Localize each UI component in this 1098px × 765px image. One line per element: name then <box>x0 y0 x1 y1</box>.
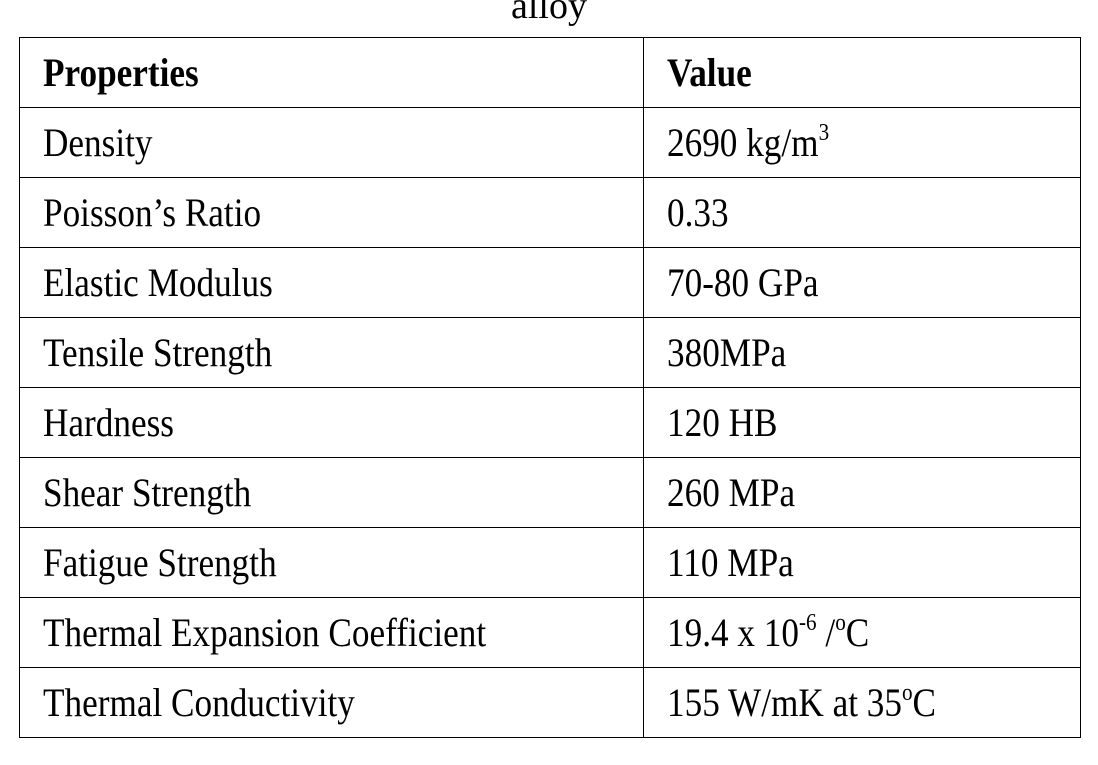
table-row: Poisson’s Ratio 0.33 <box>19 177 1081 248</box>
header-text: Value <box>667 49 752 95</box>
header-cell: Value <box>643 37 1081 108</box>
value-segment: C <box>912 679 937 725</box>
property-cell: Fatigue Strength <box>19 527 644 598</box>
value-segment: 110 MPa <box>667 539 794 585</box>
value-text: 380MPa <box>667 329 787 375</box>
value-cell: 260 MPa <box>643 457 1081 528</box>
header-cell: Properties <box>19 37 644 108</box>
table-row: Shear Strength 260 MPa <box>19 457 1081 528</box>
table-row: Thermal Conductivity 155 W/mK at 35oC <box>19 667 1081 738</box>
value-text: 120 HB <box>667 399 778 445</box>
property-cell: Thermal Conductivity <box>19 667 644 738</box>
property-text: Shear Strength <box>43 469 252 515</box>
value-text: 0.33 <box>667 189 729 235</box>
value-cell: 70-80 GPa <box>643 247 1081 318</box>
value-text: 2690 kg/m3 <box>667 119 830 165</box>
property-cell: Tensile Strength <box>19 317 644 388</box>
table-row: Hardness 120 HB <box>19 387 1081 458</box>
superscript: -6 <box>799 609 817 636</box>
table-caption: alloy <box>511 0 587 27</box>
value-cell: 380MPa <box>643 317 1081 388</box>
value-text: 19.4 x 10-6 /oC <box>667 609 870 655</box>
value-segment: 19.4 x 10 <box>667 609 799 655</box>
table-row: Elastic Modulus 70-80 GPa <box>19 247 1081 318</box>
superscript: 3 <box>818 119 830 146</box>
property-text: Poisson’s Ratio <box>43 189 262 235</box>
value-text: 70-80 GPa <box>667 259 819 305</box>
property-text: Fatigue Strength <box>43 539 277 585</box>
table-row: Tensile Strength 380MPa <box>19 317 1081 388</box>
property-cell: Density <box>19 107 644 178</box>
superscript: o <box>835 609 846 636</box>
value-cell: 19.4 x 10-6 /oC <box>643 597 1081 668</box>
property-cell: Poisson’s Ratio <box>19 177 644 248</box>
superscript: o <box>901 679 913 706</box>
table-row: Density 2690 kg/m3 <box>19 107 1081 178</box>
value-text: 155 W/mK at 35oC <box>667 679 937 725</box>
value-segment: 0.33 <box>667 189 729 235</box>
table-body: Properties Value Density 2690 kg/m3 Poisson’… <box>19 37 1081 738</box>
value-segment: 2690 kg/m <box>667 119 819 165</box>
value-cell: 0.33 <box>643 177 1081 248</box>
value-segment: / <box>816 609 836 655</box>
property-text: Hardness <box>43 399 174 445</box>
table-row: Fatigue Strength 110 MPa <box>19 527 1081 598</box>
property-text: Elastic Modulus <box>43 259 273 305</box>
property-cell: Elastic Modulus <box>19 247 644 318</box>
property-text: Thermal Conductivity <box>43 679 355 725</box>
header-row: Properties Value <box>19 37 1081 108</box>
table-row: Thermal Expansion Coefficient 19.4 x 10-6… <box>19 597 1081 668</box>
value-segment: 260 MPa <box>667 469 796 515</box>
property-text: Tensile Strength <box>43 329 273 375</box>
property-cell: Shear Strength <box>19 457 644 528</box>
value-text: 260 MPa <box>667 469 796 515</box>
value-segment: 380MPa <box>667 329 787 375</box>
value-segment: 155 W/mK at 35 <box>667 679 902 725</box>
value-cell: 2690 kg/m3 <box>643 107 1081 178</box>
value-cell: 155 W/mK at 35oC <box>643 667 1081 738</box>
value-text: 110 MPa <box>667 539 794 585</box>
value-cell: 120 HB <box>643 387 1081 458</box>
value-segment: C <box>845 609 870 655</box>
value-segment: 70-80 GPa <box>667 259 819 305</box>
properties-table: Properties Value Density 2690 kg/m3 Poisson’… <box>19 37 1081 738</box>
header-text: Properties <box>43 49 199 95</box>
property-text: Density <box>43 119 153 165</box>
property-cell: Hardness <box>19 387 644 458</box>
value-cell: 110 MPa <box>643 527 1081 598</box>
value-segment: 120 HB <box>667 399 778 445</box>
property-cell: Thermal Expansion Coefficient <box>19 597 644 668</box>
property-text: Thermal Expansion Coefficient <box>43 609 487 655</box>
